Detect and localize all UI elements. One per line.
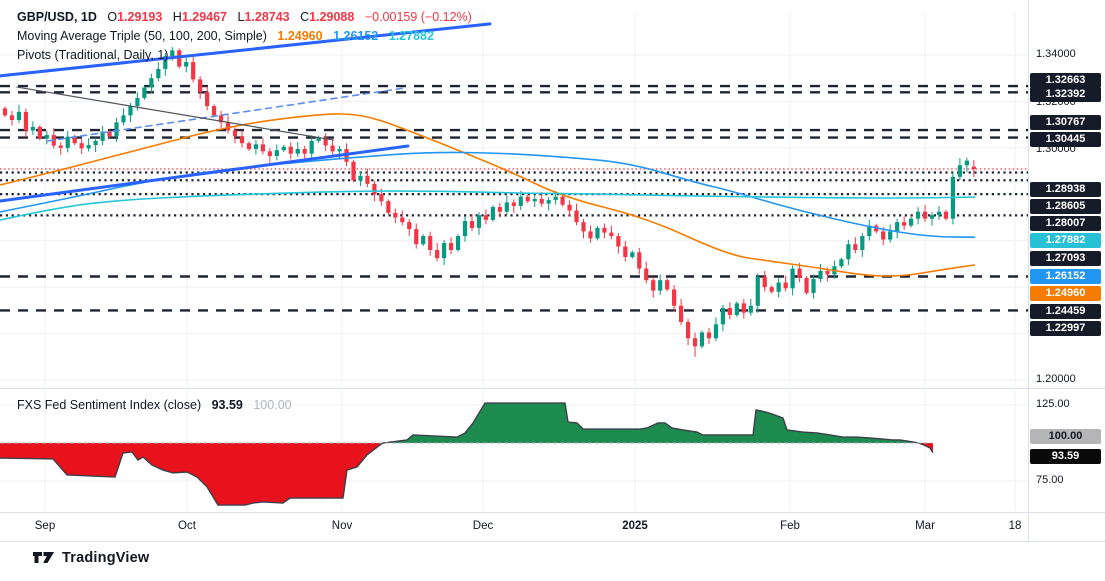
price-level-badge: 1.22997 xyxy=(1030,320,1101,336)
time-axis-border-bottom xyxy=(0,541,1105,542)
ma-indicator-title: Moving Average Triple (50, 100, 200, Sim… xyxy=(17,29,267,43)
price-level-badge: 1.27882 xyxy=(1030,232,1101,248)
sentiment-axis-label: 125.00 xyxy=(1036,398,1070,410)
legend-symbol-row[interactable]: GBP/USD, 1D O1.29193 H1.29467 L1.28743 C… xyxy=(17,8,472,27)
price-scale-border xyxy=(1028,0,1029,541)
price-level-badge: 1.32663 xyxy=(1030,72,1101,88)
pane-divider[interactable] xyxy=(0,388,1105,389)
sentiment-value: 93.59 xyxy=(211,398,243,412)
time-axis-label: Nov xyxy=(331,520,353,532)
ohlc-close-label: C xyxy=(300,10,310,24)
tradingview-mark-icon xyxy=(33,552,54,563)
time-axis-label: 18 xyxy=(1008,520,1022,532)
price-level-badge: 1.28938 xyxy=(1030,181,1101,197)
ohlc-low-label: L xyxy=(237,10,245,24)
tradingview-logo[interactable]: TradingView xyxy=(33,549,149,566)
ohlc-low-value: 1.28743 xyxy=(244,10,290,24)
change-value: −0.00159 (−0.12%) xyxy=(364,10,472,24)
sentiment-level-badge: 93.59 xyxy=(1030,448,1101,464)
price-level-badge: 1.27093 xyxy=(1030,250,1101,266)
time-axis-label: Feb xyxy=(780,520,800,532)
legend-ma-row[interactable]: Moving Average Triple (50, 100, 200, Sim… xyxy=(17,27,434,46)
sentiment-baseline-value: 100.00 xyxy=(253,398,292,412)
price-level-badge: 1.24459 xyxy=(1030,303,1101,319)
symbol-title: GBP/USD, 1D xyxy=(17,10,97,24)
price-axis-label: 1.34000 xyxy=(1036,48,1076,60)
legend-pivots-row[interactable]: Pivots (Traditional, Daily, 1) xyxy=(17,46,168,65)
time-axis-label: Dec xyxy=(472,520,494,532)
ma200-value: 1.27882 xyxy=(388,29,434,43)
time-axis-border-top xyxy=(0,512,1105,513)
price-level-badge: 1.26152 xyxy=(1030,268,1101,284)
ma100-value: 1.26152 xyxy=(333,29,379,43)
ohlc-high-value: 1.29467 xyxy=(181,10,227,24)
price-axis-label: 1.20000 xyxy=(1036,373,1076,385)
ohlc-open-value: 1.29193 xyxy=(117,10,163,24)
legend-sentiment-row[interactable]: FXS Fed Sentiment Index (close) 93.59 10… xyxy=(17,396,292,415)
time-axis-label: Mar xyxy=(915,520,935,532)
ohlc-open-label: O xyxy=(107,10,118,24)
sentiment-indicator-title: FXS Fed Sentiment Index (close) xyxy=(17,398,202,412)
price-level-badge: 1.28007 xyxy=(1030,215,1101,231)
price-level-badge: 1.30445 xyxy=(1030,131,1101,147)
time-axis-label: Sep xyxy=(34,520,56,532)
price-level-badge: 1.24960 xyxy=(1030,285,1101,301)
ohlc-high-label: H xyxy=(172,10,182,24)
pivots-indicator-title: Pivots (Traditional, Daily, 1) xyxy=(17,48,169,62)
ma50-value: 1.24960 xyxy=(277,29,323,43)
sentiment-axis-label: 75.00 xyxy=(1036,474,1064,486)
sentiment-level-badge: 100.00 xyxy=(1030,428,1101,444)
price-level-badge: 1.28605 xyxy=(1030,198,1101,214)
tradingview-brand-text: TradingView xyxy=(62,549,150,566)
price-level-badge: 1.32392 xyxy=(1030,86,1101,102)
time-axis-label: Oct xyxy=(178,520,196,532)
ohlc-close-value: 1.29088 xyxy=(309,10,355,24)
price-level-badge: 1.30767 xyxy=(1030,114,1101,130)
time-axis-label: 2025 xyxy=(622,520,648,532)
